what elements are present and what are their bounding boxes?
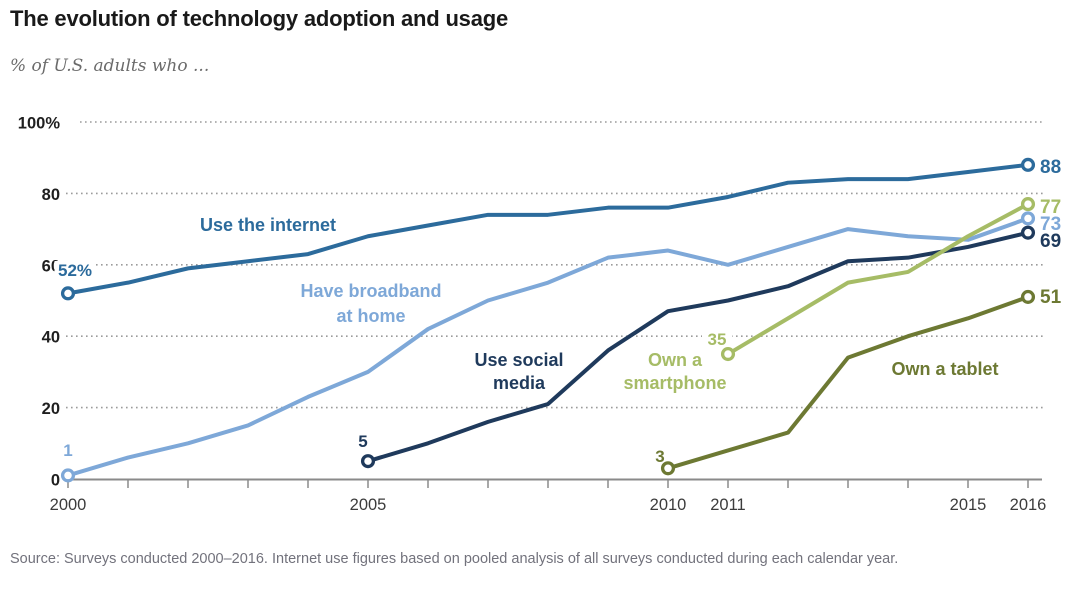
end-marker-social (1020, 225, 1036, 240)
series-line-internet (66, 162, 1030, 296)
x-axis: 2000 2005 2010 2011 2015 2016 (50, 478, 1047, 514)
start-marker-broadband (60, 468, 76, 483)
x-tick-label-2000: 2000 (50, 496, 87, 514)
start-value-label-broadband: 1 (63, 441, 72, 460)
y-tick-label-0: 0 (51, 472, 60, 490)
series-name-label-social-line1: Use social (474, 350, 563, 370)
chart-subtitle: % of U.S. adults who ... (10, 56, 210, 76)
series-social: 5 69 Use social media (353, 225, 1061, 469)
end-value-label-broadband: 73 (1040, 214, 1061, 235)
series-name-label-smartphone-line2: smartphone (623, 373, 726, 393)
y-tick-label-100: 100% (18, 115, 61, 133)
series-name-label-social-line2: media (493, 373, 546, 393)
end-marker-broadband (1020, 211, 1036, 226)
end-marker-internet (1020, 157, 1036, 172)
series-line-social (366, 230, 1030, 464)
chart-title: The evolution of technology adoption and… (10, 6, 509, 31)
series-name-label-broadband-line1: Have broadband (300, 281, 441, 301)
end-value-label-tablet: 51 (1040, 287, 1062, 308)
series-line-tablet (666, 294, 1030, 471)
y-tick-label-20: 20 (42, 400, 60, 418)
start-marker-smartphone (720, 346, 736, 362)
end-marker-smartphone (1020, 197, 1036, 212)
start-value-label-smartphone: 35 (708, 330, 727, 349)
end-value-label-internet: 88 (1040, 157, 1061, 178)
x-tick-label-2016: 2016 (1010, 496, 1047, 514)
end-marker-tablet (1020, 289, 1036, 304)
start-value-label-social: 5 (358, 432, 367, 451)
x-tick-label-2015: 2015 (950, 496, 987, 514)
start-value-label-internet: 52% (58, 261, 92, 280)
end-value-label-social: 69 (1040, 231, 1061, 252)
x-tick-label-2005: 2005 (350, 496, 387, 514)
start-value-label-tablet: 3 (655, 447, 664, 466)
series-internet: 52% 88 Use the internet (54, 157, 1061, 301)
series-broadband: 1 73 Have broadband at home (58, 211, 1061, 483)
source-note: Source: Surveys conducted 2000–2016. Int… (10, 551, 899, 567)
series-name-label-smartphone-line1: Own a (648, 350, 703, 370)
series-line-broadband (66, 216, 1030, 478)
end-value-label-smartphone: 77 (1040, 197, 1061, 218)
series-name-label-tablet-line1: Own a tablet (891, 359, 998, 379)
start-marker-internet (60, 286, 76, 301)
series-name-label-broadband-line2: at home (336, 306, 405, 326)
line-chart: 2000 2005 2010 2011 2015 2016020406080100%173… (18, 115, 1062, 515)
y-tick-label-80: 80 (42, 186, 60, 204)
x-tick-label-2011: 2011 (710, 496, 745, 514)
start-marker-tablet (660, 461, 676, 476)
start-label-bg-internet (54, 261, 96, 278)
series-smartphone: 35 77 Own a smartphone (623, 197, 1061, 393)
start-label-bg-social (353, 432, 373, 449)
series-tablet: 3 51 Own a tablet (650, 287, 1062, 476)
y-tick-label-40: 40 (42, 329, 60, 347)
series-name-label-internet-line1: Use the internet (200, 215, 336, 235)
x-tick-label-2010: 2010 (650, 496, 687, 514)
start-label-bg-broadband (58, 441, 78, 458)
start-label-bg-smartphone (702, 330, 732, 347)
series-line-smartphone (726, 202, 1030, 357)
start-label-bg-tablet (650, 447, 670, 464)
start-marker-social (360, 454, 376, 469)
gridlines (66, 121, 1044, 409)
